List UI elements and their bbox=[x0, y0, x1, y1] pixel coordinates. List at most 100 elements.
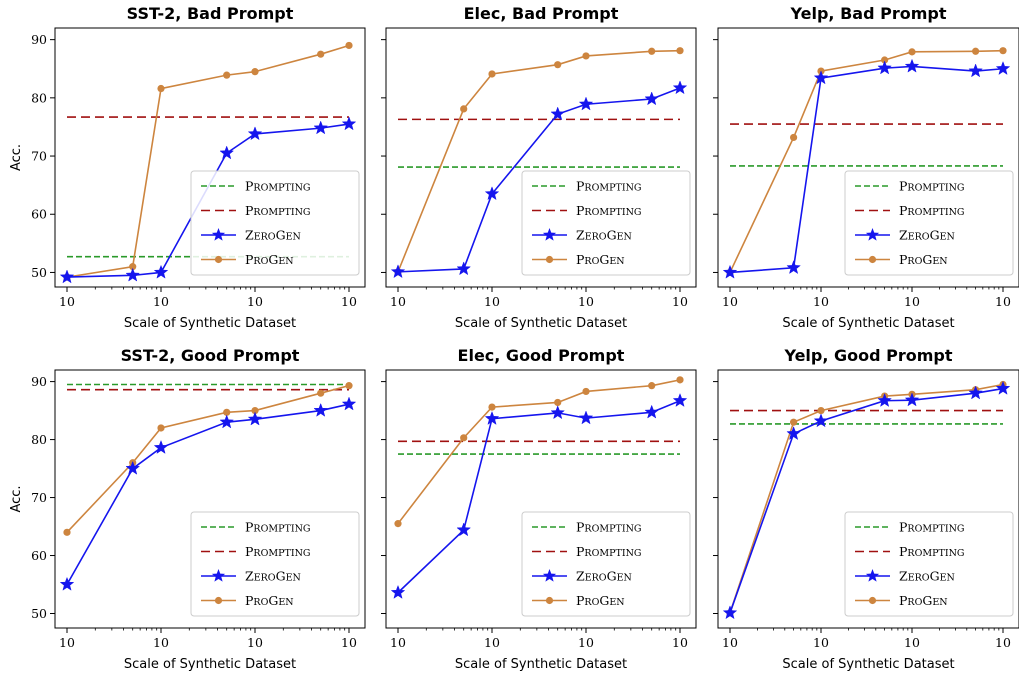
x-tick-label: 10 bbox=[247, 294, 263, 309]
zerogen-point bbox=[813, 70, 829, 85]
zerogen-point bbox=[904, 392, 920, 407]
zerogen-point bbox=[59, 576, 75, 591]
zerogen-point bbox=[153, 264, 169, 279]
zerogen-point bbox=[578, 410, 594, 425]
y-tick-label: 70 bbox=[31, 490, 47, 505]
legend-circle-marker bbox=[868, 255, 877, 264]
zerogen-point bbox=[672, 80, 688, 95]
x-tick-label: 10 bbox=[153, 635, 169, 650]
chart-title: SST-2, Good Prompt bbox=[121, 346, 300, 365]
legend-label: PROMPTING bbox=[245, 520, 310, 535]
progen-point bbox=[881, 56, 889, 64]
plot-frame bbox=[54, 369, 366, 629]
legend-circle-marker bbox=[868, 596, 877, 605]
x-tick-label: 10 bbox=[672, 294, 688, 309]
progen-point bbox=[223, 71, 231, 79]
plot-frame bbox=[54, 27, 366, 288]
progen-series-line bbox=[397, 379, 681, 525]
zerogen-point bbox=[484, 410, 500, 425]
legend-circle-marker bbox=[545, 255, 554, 264]
zerogen-point bbox=[219, 145, 235, 160]
x-tick-label: 10 bbox=[341, 635, 357, 650]
zerogen-point bbox=[722, 605, 738, 620]
zerogen-point bbox=[722, 264, 738, 279]
legend-label: PROMPTING bbox=[899, 203, 964, 218]
legend-label: ZEROGEN bbox=[245, 569, 301, 584]
zerogen-point bbox=[877, 393, 892, 407]
legend-star-marker bbox=[542, 569, 557, 582]
zerogen-point bbox=[672, 393, 688, 407]
legend-star-marker bbox=[542, 228, 557, 241]
legend-star-marker bbox=[865, 228, 880, 241]
x-tick-label: 10 bbox=[390, 635, 406, 650]
x-axis-label: Scale of Synthetic Dataset bbox=[124, 316, 296, 331]
zerogen-point bbox=[153, 439, 169, 454]
legend-box bbox=[844, 511, 1014, 617]
zerogen-point bbox=[390, 584, 406, 599]
zerogen-point bbox=[644, 404, 660, 419]
x-tick-label: 10 bbox=[247, 635, 263, 650]
zerogen-point bbox=[877, 60, 892, 75]
progen-point bbox=[676, 47, 684, 55]
legend-label: PROGEN bbox=[899, 252, 948, 267]
chart-panel-4: SST-2, Good Prompt Scale of Synthetic Dat… bbox=[9, 346, 366, 672]
legend-label: ZEROGEN bbox=[245, 228, 301, 243]
legend-label: PROMPTING bbox=[576, 203, 641, 218]
chart-panel-1: SST-2, Bad Prompt Scale of Synthetic Data… bbox=[9, 4, 366, 331]
zerogen-point bbox=[904, 58, 920, 73]
progen-point bbox=[554, 61, 562, 69]
zerogen-point bbox=[644, 91, 660, 106]
zerogen-point bbox=[313, 402, 329, 417]
zerogen-point bbox=[341, 116, 357, 131]
progen-point bbox=[157, 424, 165, 432]
legend-label: PROMPTING bbox=[245, 544, 310, 559]
legend-label: PROGEN bbox=[245, 252, 294, 267]
zerogen-point bbox=[456, 261, 472, 276]
zerogen-point bbox=[247, 126, 263, 141]
legend-label: PROGEN bbox=[576, 252, 625, 267]
x-tick-label: 10 bbox=[722, 635, 738, 650]
chart-title: Elec, Bad Prompt bbox=[464, 4, 619, 23]
zerogen-point bbox=[550, 106, 566, 121]
zerogen-point bbox=[125, 460, 141, 475]
x-tick-label: 10 bbox=[813, 635, 829, 650]
legend-label: ZEROGEN bbox=[576, 569, 632, 584]
x-tick-label: 10 bbox=[904, 294, 920, 309]
progen-point bbox=[582, 52, 590, 60]
zerogen-point bbox=[786, 260, 801, 275]
legend-label: PROMPTING bbox=[576, 520, 641, 535]
y-tick-label: 80 bbox=[31, 432, 47, 447]
legend-label: ZEROGEN bbox=[899, 569, 955, 584]
legend-label: PROGEN bbox=[245, 593, 294, 608]
progen-point bbox=[554, 398, 562, 407]
x-axis-label: Scale of Synthetic Dataset bbox=[455, 316, 627, 331]
y-tick-label: 50 bbox=[31, 265, 47, 280]
x-tick-label: 10 bbox=[59, 294, 75, 309]
x-axis-label: Scale of Synthetic Dataset bbox=[455, 657, 627, 672]
y-tick-label: 80 bbox=[31, 90, 47, 105]
progen-point bbox=[63, 528, 71, 536]
legend-box bbox=[190, 511, 360, 617]
zerogen-point bbox=[125, 267, 141, 282]
chart-panel-3: Yelp, Bad Prompt Scale of Synthetic Datas… bbox=[713, 4, 1019, 331]
plot-frame bbox=[717, 27, 1019, 288]
chart-title: Elec, Good Prompt bbox=[458, 346, 625, 365]
plot-frame bbox=[717, 369, 1019, 629]
legend-box bbox=[521, 170, 691, 276]
progen-point bbox=[676, 376, 684, 384]
x-axis-label: Scale of Synthetic Dataset bbox=[124, 657, 296, 672]
legend-label: PROMPTING bbox=[245, 203, 310, 218]
y-tick-label: 90 bbox=[31, 32, 47, 47]
progen-point bbox=[460, 434, 468, 442]
progen-point bbox=[790, 418, 798, 426]
zerogen-point bbox=[813, 413, 829, 428]
x-tick-label: 10 bbox=[722, 294, 738, 309]
chart-panel-2: Elec, Bad Prompt Scale of Synthetic Datas… bbox=[381, 4, 697, 331]
legend-label: PROGEN bbox=[899, 593, 948, 608]
zerogen-point bbox=[786, 426, 801, 441]
x-tick-label: 10 bbox=[484, 294, 500, 309]
zerogen-point bbox=[390, 264, 406, 279]
chart-title: Yelp, Good Prompt bbox=[783, 346, 952, 365]
y-axis-label: Acc. bbox=[9, 144, 24, 171]
